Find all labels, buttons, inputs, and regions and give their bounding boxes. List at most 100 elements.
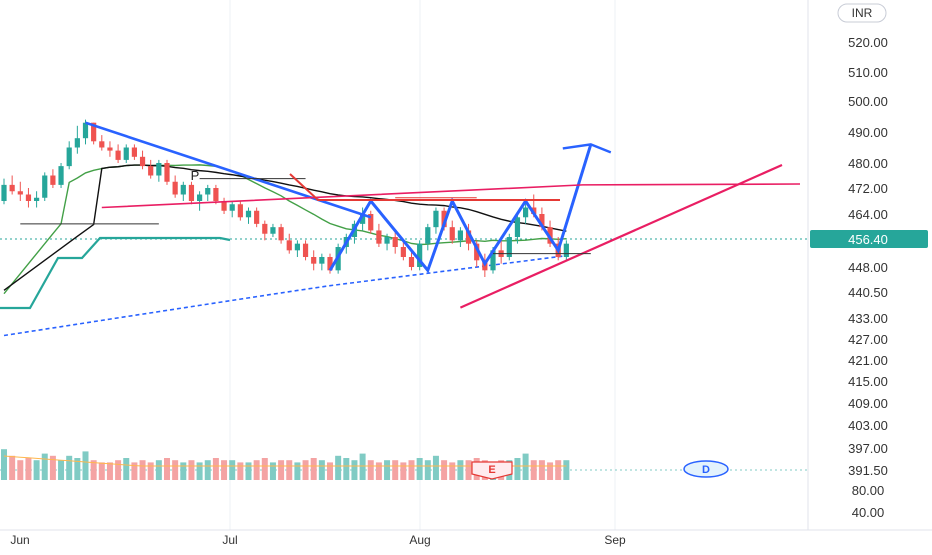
candle-body — [563, 243, 569, 257]
teal-step-line — [0, 236, 231, 310]
volume-bar — [563, 460, 570, 480]
candle-body — [319, 257, 325, 264]
volume-bar — [335, 455, 342, 480]
volume-bar — [98, 462, 105, 480]
volume-bar — [375, 462, 382, 480]
volume-bar — [131, 462, 138, 480]
price-axis: 520.00 510.00 500.00 490.00 480.00 472.00 464.… — [807, 0, 932, 550]
volume-bar — [25, 458, 32, 480]
candle-body — [408, 257, 415, 267]
volume-bar — [261, 458, 268, 480]
candle-body — [490, 250, 496, 271]
volume-bar — [164, 458, 170, 480]
candle-body — [294, 243, 300, 251]
x-tick-sep: Sep — [604, 533, 626, 547]
volume-bar — [253, 460, 260, 480]
volume-bar — [212, 458, 219, 480]
volume-bar — [74, 458, 81, 480]
volume-bar — [172, 460, 179, 480]
candle-body — [523, 207, 529, 218]
candle-body — [278, 227, 284, 241]
candle-body — [417, 243, 423, 267]
candle-body — [465, 230, 472, 244]
highlight-resistance — [289, 173, 560, 201]
candle-body — [205, 188, 211, 195]
y-tick-label: 415.00 — [848, 374, 888, 389]
time-axis: Jun Jul Aug Sep — [0, 529, 932, 550]
candle-body — [74, 138, 80, 148]
x-tick-aug: Aug — [409, 533, 430, 547]
volume-bar — [115, 460, 122, 480]
volume-bar — [318, 460, 325, 480]
candle-body — [425, 227, 431, 244]
y-tick-label: 397.00 — [848, 441, 888, 456]
candle-body — [99, 141, 105, 148]
currency-label: INR — [852, 6, 873, 20]
candle-body — [441, 210, 447, 228]
candle-body — [82, 122, 89, 139]
moving-averages — [0, 164, 567, 337]
y-tick-label: 421.00 — [848, 353, 888, 368]
currency-badge[interactable] — [837, 3, 887, 23]
projection-arrowhead — [562, 143, 612, 154]
dividend-badge-shape[interactable] — [683, 460, 729, 478]
y-tick-label: 448.00 — [848, 260, 888, 275]
candle-body — [327, 257, 333, 271]
volume-bar — [530, 460, 537, 480]
volume-tick-label: 80.00 — [852, 483, 885, 498]
volume-bar — [139, 460, 146, 480]
volume-bar — [49, 455, 56, 480]
volume-bar — [514, 458, 521, 480]
candle-body — [514, 217, 521, 238]
y-tick-label: 500.00 — [848, 94, 888, 109]
dividend-badge-label: D — [702, 464, 710, 476]
upper-trendline — [101, 183, 801, 209]
volume-bar — [424, 460, 431, 480]
grid — [0, 0, 808, 530]
candle-body — [457, 230, 463, 241]
candle-body — [286, 240, 292, 251]
volume-bar — [465, 460, 472, 480]
volume-bar — [367, 460, 374, 480]
candle-body — [474, 243, 480, 261]
volume-bar — [408, 460, 415, 480]
volume-bar — [392, 460, 399, 480]
candle-body — [539, 214, 545, 228]
lower-trendline — [459, 163, 783, 309]
candle-body — [25, 194, 32, 201]
candle-body — [91, 122, 97, 142]
candle-body — [164, 163, 170, 182]
drawings — [20, 121, 801, 309]
y-tick-label: 409.00 — [848, 396, 888, 411]
y-tick-label: 520.00 — [848, 35, 888, 50]
volume-bar — [441, 460, 448, 480]
candle-body — [270, 227, 276, 234]
candle-body — [172, 181, 178, 195]
y-tick-label: 440.50 — [848, 285, 888, 300]
candle-body — [392, 237, 398, 247]
candle-body — [139, 156, 146, 167]
volume-bar — [155, 460, 162, 480]
y-tick-label: 480.00 — [848, 156, 888, 171]
earnings-badge-shape[interactable] — [471, 461, 513, 480]
volume-bar — [449, 462, 456, 480]
candle-body — [107, 147, 113, 151]
y-tick-label: 510.00 — [848, 65, 888, 80]
candle-body — [360, 214, 366, 224]
volume-bar — [457, 460, 464, 480]
candle-body — [506, 237, 512, 257]
last-price-tag — [810, 230, 928, 248]
candle-body — [221, 201, 227, 211]
y-tick-label: 391.50 — [848, 463, 888, 478]
candle-body — [384, 237, 390, 244]
volume-bar — [66, 455, 73, 480]
candle-body — [50, 175, 56, 185]
y-tick-label: 490.00 — [848, 125, 888, 140]
volume-bar — [237, 462, 244, 480]
volume-bar — [58, 460, 65, 480]
volume-bar — [278, 460, 285, 480]
volume-bar — [17, 460, 24, 480]
candle-body — [115, 150, 121, 160]
volume-bar — [294, 462, 301, 480]
